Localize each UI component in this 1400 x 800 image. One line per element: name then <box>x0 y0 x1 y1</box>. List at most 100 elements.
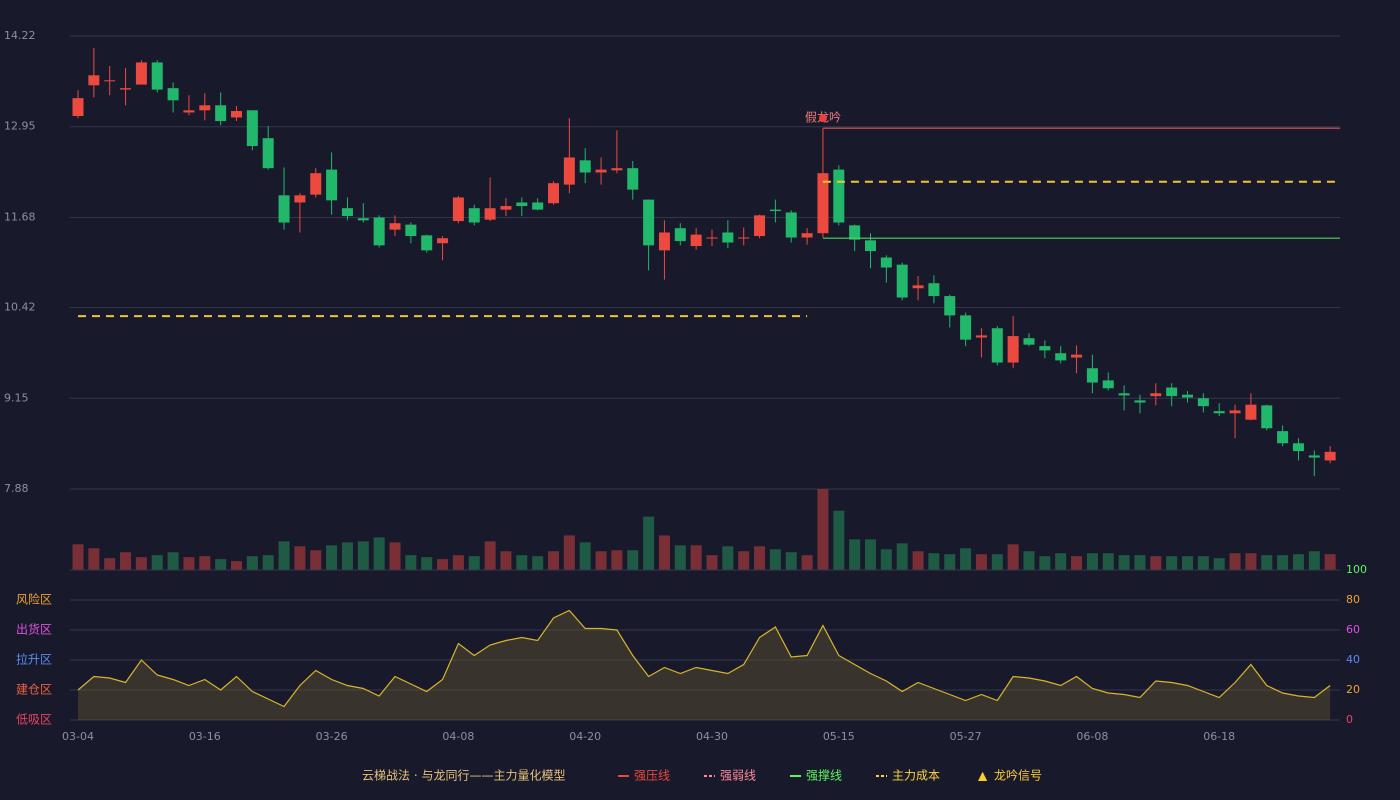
candle-body <box>1150 393 1162 397</box>
volume-bar <box>373 537 385 570</box>
candle-body <box>674 228 686 242</box>
volume-bar <box>658 535 670 570</box>
volume-bar <box>579 542 591 570</box>
y2-tick-label: 0 <box>1346 713 1353 726</box>
volume-bar <box>421 557 433 570</box>
x-tick-label: 03-26 <box>316 730 348 743</box>
candle-body <box>310 173 322 195</box>
x-tick-label: 05-27 <box>950 730 982 743</box>
volume-bar <box>738 551 750 570</box>
candle-body <box>548 183 559 204</box>
volume-bar <box>1324 554 1336 570</box>
y2-tick-label: 40 <box>1346 653 1360 666</box>
zone-label: 拉升区 <box>16 652 52 667</box>
candle-body <box>1182 394 1193 398</box>
candle-body <box>1213 411 1225 414</box>
candle-body <box>1102 380 1114 389</box>
volume-bar <box>294 546 306 570</box>
volume-bar <box>437 559 449 570</box>
volume-bar <box>1182 556 1193 570</box>
candle-body <box>278 195 290 223</box>
volume-bar <box>960 548 972 570</box>
candle-body <box>532 202 544 210</box>
candle-body <box>960 315 972 340</box>
x-tick-label: 05-15 <box>823 730 855 743</box>
volume-bar <box>690 545 702 570</box>
volume-bar <box>896 543 908 570</box>
annotation-marker <box>818 114 827 123</box>
volume-bar <box>833 510 845 570</box>
candle-body <box>120 88 132 90</box>
candle-body <box>611 168 623 171</box>
candle-body <box>405 224 417 237</box>
volume-bar <box>1197 556 1209 570</box>
volume-bar <box>1102 553 1114 570</box>
legend-label: 主力成本 <box>892 769 940 783</box>
y-tick-label: 11.68 <box>4 210 36 223</box>
candle-body <box>880 257 892 268</box>
candle-body <box>1134 400 1146 403</box>
volume-bar <box>1134 555 1146 570</box>
volume-bar <box>912 551 924 570</box>
candle-body <box>104 80 116 82</box>
volume-bar <box>1292 554 1304 570</box>
candle-body <box>817 173 829 234</box>
candle-body <box>135 62 147 85</box>
volume-bar <box>389 542 401 570</box>
volume-bar <box>135 557 147 570</box>
candle-body <box>72 98 84 117</box>
volume-bar <box>516 555 528 570</box>
candle-body <box>262 138 274 169</box>
candle-body <box>769 209 781 212</box>
x-tick-label: 06-08 <box>1076 730 1108 743</box>
candle-body <box>991 328 1003 363</box>
volume-bar <box>801 555 813 570</box>
volume-bar <box>944 554 956 570</box>
candle-body <box>595 169 607 173</box>
candle-body <box>706 237 718 239</box>
candle-body <box>468 208 480 223</box>
volume-bar <box>991 554 1003 570</box>
y2-tick-label: 100 <box>1346 563 1367 576</box>
legend-title: 云梯战法 · 与龙同行——主力量化模型 <box>362 769 565 783</box>
volume-bar <box>151 555 163 570</box>
volume-bar <box>817 489 829 570</box>
volume-bar <box>215 559 227 570</box>
y2-tick-label: 20 <box>1346 683 1360 696</box>
candle-body <box>437 238 449 244</box>
volume-bar <box>674 545 686 570</box>
legend-label: 强撑线 <box>806 768 842 783</box>
volume-bar <box>532 556 544 570</box>
volume-bar <box>167 552 179 570</box>
candle-body <box>1118 393 1130 396</box>
volume-bar <box>1007 544 1019 570</box>
candle-body <box>1229 410 1241 414</box>
volume-bar <box>865 539 876 570</box>
x-tick-label: 04-08 <box>442 730 474 743</box>
legend-label: 强弱线 <box>720 769 756 783</box>
candle-body <box>563 157 575 185</box>
volume-bar <box>849 539 861 570</box>
candle-body <box>785 212 797 238</box>
candle-body <box>231 111 242 118</box>
candle-body <box>849 225 861 240</box>
volume-bar <box>199 556 211 570</box>
candle-body <box>1292 443 1304 452</box>
volume-bar <box>278 541 290 570</box>
volume-bar <box>627 550 639 570</box>
volume-bar <box>1055 553 1067 570</box>
volume-bar <box>468 556 480 570</box>
volume-bar <box>231 561 242 570</box>
candle-body <box>754 215 766 237</box>
zone-label: 低吸区 <box>16 713 52 727</box>
candle-body <box>500 206 512 210</box>
candle-body <box>1261 405 1273 429</box>
volume-bar <box>1023 551 1035 570</box>
candle-body <box>421 235 433 251</box>
volume-bar <box>928 553 940 570</box>
x-tick-label: 06-18 <box>1203 730 1235 743</box>
candle-body <box>833 169 845 223</box>
candle-body <box>326 169 338 201</box>
volume-bar <box>262 555 274 570</box>
